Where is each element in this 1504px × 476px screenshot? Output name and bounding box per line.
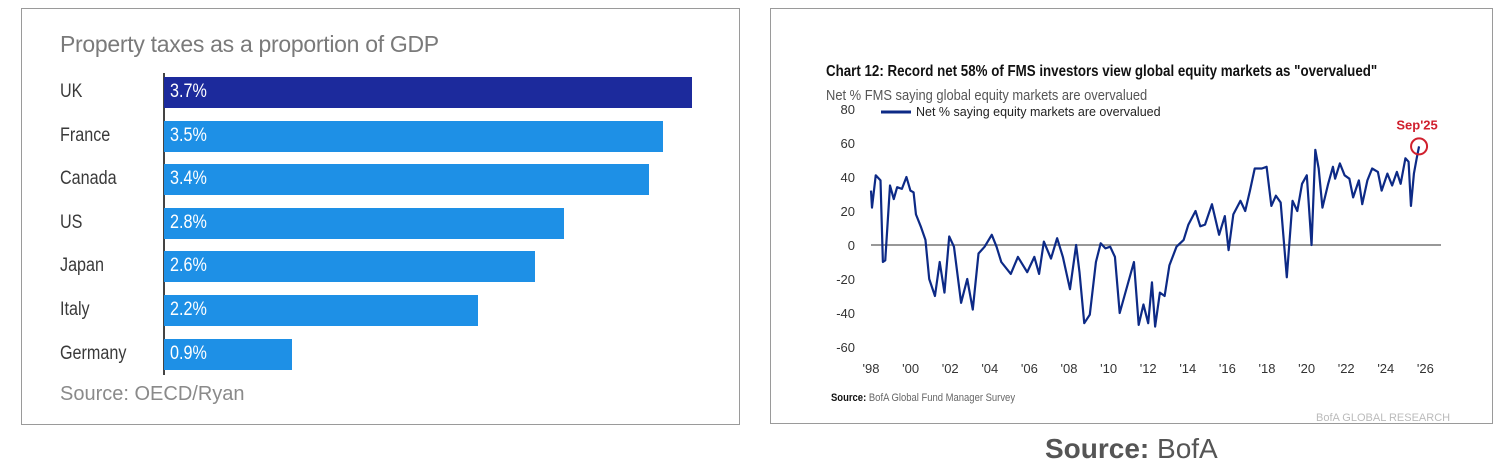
data-label: 3.5% bbox=[170, 124, 207, 146]
bar-france: 3.5% bbox=[164, 120, 664, 152]
line-chart-svg: 80 60 40 20 0 -20 -40 -60 '98 '00 '02 '04 '06 '08 '10 '… bbox=[836, 102, 1441, 376]
chart-title: Chart 12: Record net 58% of FMS investor… bbox=[826, 63, 1378, 80]
x-tick-label: '10 bbox=[1100, 361, 1117, 376]
bar-japan: 2.6% bbox=[164, 251, 536, 283]
data-label: 0.9% bbox=[170, 342, 207, 364]
x-tick-label: '98 bbox=[863, 361, 880, 376]
category-label: Italy bbox=[60, 299, 90, 320]
bar-germany: 0.9% bbox=[164, 338, 293, 370]
x-tick-label: '22 bbox=[1338, 361, 1355, 376]
series-line bbox=[869, 146, 1421, 328]
y-tick-label: -20 bbox=[836, 272, 855, 287]
category-label: Japan bbox=[60, 255, 105, 277]
category-label: Germany bbox=[60, 342, 127, 364]
y-tick-label: -60 bbox=[836, 340, 855, 355]
x-tick-label: '00 bbox=[902, 361, 919, 376]
chart-subtitle: Net % FMS saying global equity markets a… bbox=[826, 87, 1148, 104]
data-label: 3.4% bbox=[170, 168, 207, 190]
y-tick-label: -40 bbox=[836, 306, 855, 321]
category-label: UK bbox=[60, 81, 83, 102]
chart-source: Source: BofA Global Fund Manager Survey bbox=[831, 392, 1015, 404]
data-label: 3.7% bbox=[170, 81, 207, 102]
x-tick-label: '26 bbox=[1417, 361, 1434, 376]
fms-chart-panel: Chart 12: Record net 58% of FMS investor… bbox=[770, 8, 1493, 424]
chart-source: Source: OECD/Ryan bbox=[60, 383, 245, 405]
x-tick-label: '02 bbox=[942, 361, 959, 376]
highlight-circle bbox=[1410, 137, 1429, 156]
y-tick-label: 40 bbox=[841, 170, 855, 185]
x-tick-label: '12 bbox=[1140, 361, 1157, 376]
bar-uk: 3.7% bbox=[164, 77, 692, 108]
source-text: BofA Global Fund Manager Survey bbox=[868, 392, 1016, 404]
property-tax-chart-panel: Property taxes as a proportion of GDP UK… bbox=[21, 8, 740, 425]
bar-canada: 3.4% bbox=[164, 164, 650, 196]
y-tick-label: 0 bbox=[848, 238, 855, 253]
bar-italy: 2.2% bbox=[164, 295, 478, 326]
y-tick-label: 60 bbox=[841, 136, 855, 151]
footer-source-text: BofA bbox=[1149, 433, 1218, 464]
x-tick-label: '16 bbox=[1219, 361, 1236, 376]
x-tick-label: '24 bbox=[1377, 361, 1394, 376]
x-tick-label: '18 bbox=[1259, 361, 1276, 376]
watermark: BofA GLOBAL RESEARCH bbox=[1316, 412, 1451, 424]
data-label: 2.2% bbox=[170, 299, 207, 320]
x-tick-label: '14 bbox=[1179, 361, 1196, 376]
footer-source-label: Source: bbox=[1045, 433, 1150, 464]
y-tick-label: 80 bbox=[841, 102, 855, 117]
x-tick-label: '06 bbox=[1021, 361, 1038, 376]
category-label: France bbox=[60, 124, 111, 146]
data-label: 2.6% bbox=[170, 255, 207, 277]
x-tick-label: '08 bbox=[1061, 361, 1078, 376]
data-label: 2.8% bbox=[170, 211, 207, 233]
chart-title: Property taxes as a proportion of GDP bbox=[60, 31, 439, 57]
category-label: Canada bbox=[60, 168, 117, 190]
annotation-label: Sep'25 bbox=[1396, 117, 1437, 132]
bar-us: 2.8% bbox=[164, 207, 564, 239]
x-tick-label: '04 bbox=[981, 361, 998, 376]
legend-label: Net % saying equity markets are overvalu… bbox=[916, 105, 1161, 119]
category-label: US bbox=[60, 211, 83, 233]
source-label: Source: bbox=[831, 392, 867, 404]
y-tick-label: 20 bbox=[841, 204, 855, 219]
footer-source: Source: BofA bbox=[1045, 433, 1218, 465]
x-tick-label: '20 bbox=[1298, 361, 1315, 376]
